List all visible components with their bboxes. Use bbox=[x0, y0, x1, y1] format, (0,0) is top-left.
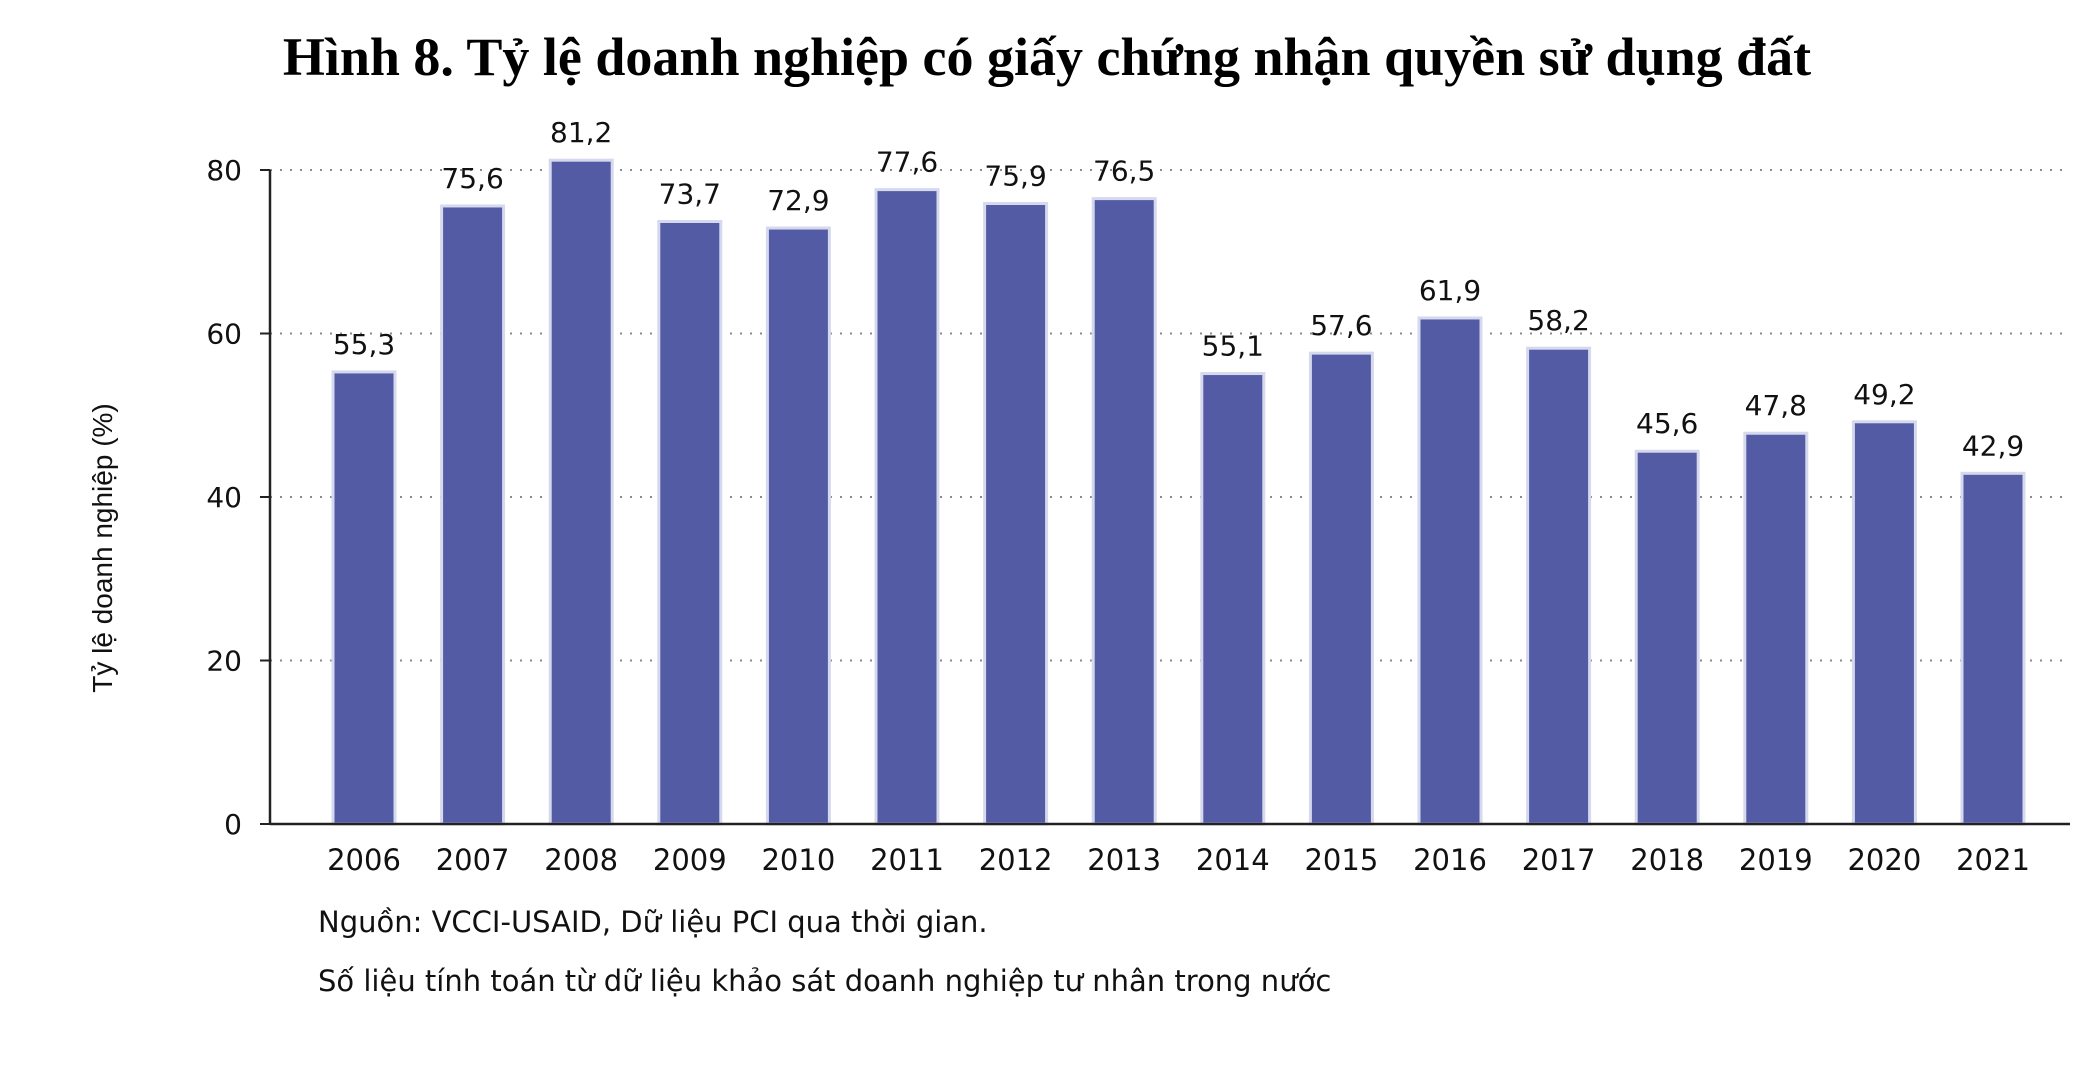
y-tick-label: 40 bbox=[206, 481, 242, 514]
x-tick-label: 2006 bbox=[327, 843, 401, 877]
x-axis: 2006 2007 2008 2009 2010 2011 2012 2013 2014 2015… bbox=[270, 822, 2070, 877]
bar-2012 bbox=[983, 202, 1049, 826]
data-labels: 55,3 75,6 81,2 73,7 72,9 77,6 75,9 76,5 55,1 57,6… bbox=[333, 116, 2024, 462]
bar-2008 bbox=[548, 158, 614, 826]
y-tick-label: 80 bbox=[206, 154, 242, 187]
x-tick-label: 2008 bbox=[544, 843, 618, 877]
data-label: 42,9 bbox=[1962, 429, 2024, 462]
x-tick-label: 2011 bbox=[870, 843, 944, 877]
data-label: 55,1 bbox=[1202, 330, 1264, 363]
y-tick-label: 0 bbox=[224, 808, 242, 841]
x-tick-label: 2010 bbox=[761, 843, 835, 877]
data-label: 75,6 bbox=[441, 162, 503, 195]
data-label: 57,6 bbox=[1310, 309, 1372, 342]
y-tick-label: 20 bbox=[206, 645, 242, 678]
bar-2020 bbox=[1851, 420, 1917, 826]
data-label: 49,2 bbox=[1853, 378, 1915, 411]
y-axis: 0 20 40 60 80 bbox=[206, 154, 272, 841]
x-tick-label: 2018 bbox=[1630, 843, 1704, 877]
x-tick-label: 2019 bbox=[1739, 843, 1813, 877]
data-label: 73,7 bbox=[659, 178, 721, 211]
bar-2014 bbox=[1200, 372, 1266, 826]
data-label: 61,9 bbox=[1419, 274, 1481, 307]
bars bbox=[331, 158, 2026, 826]
bar-2013 bbox=[1091, 197, 1157, 826]
x-tick-label: 2020 bbox=[1847, 843, 1921, 877]
y-tick-label: 60 bbox=[206, 318, 242, 351]
data-label: 45,6 bbox=[1636, 407, 1698, 440]
bar-2016 bbox=[1417, 316, 1483, 826]
bar-2021 bbox=[1960, 471, 2026, 826]
chart-title: Hình 8. Tỷ lệ doanh nghiệp có giấy chứng… bbox=[282, 27, 1812, 87]
x-tick-label: 2012 bbox=[979, 843, 1053, 877]
bar-2006 bbox=[331, 370, 397, 826]
source-note: Nguồn: VCCI-USAID, Dữ liệu PCI qua thời … bbox=[318, 905, 988, 939]
data-label: 77,6 bbox=[876, 146, 938, 179]
bar-2011 bbox=[874, 188, 940, 826]
data-label: 72,9 bbox=[767, 184, 829, 217]
bar-2015 bbox=[1308, 351, 1374, 826]
data-label: 76,5 bbox=[1093, 155, 1155, 188]
data-label: 75,9 bbox=[984, 160, 1046, 193]
bar-2007 bbox=[440, 204, 506, 826]
data-label: 47,8 bbox=[1745, 389, 1807, 422]
bar-2019 bbox=[1743, 431, 1809, 826]
x-tick-label: 2014 bbox=[1196, 843, 1270, 877]
data-label: 81,2 bbox=[550, 116, 612, 149]
data-label: 58,2 bbox=[1527, 304, 1589, 337]
method-note: Số liệu tính toán từ dữ liệu khảo sát do… bbox=[318, 964, 1332, 998]
bar-2018 bbox=[1634, 449, 1700, 826]
x-tick-label: 2007 bbox=[436, 843, 510, 877]
bar-2017 bbox=[1526, 346, 1592, 826]
x-tick-label: 2013 bbox=[1087, 843, 1161, 877]
x-tick-label: 2021 bbox=[1956, 843, 2030, 877]
bar-2010 bbox=[765, 226, 831, 826]
x-tick-label: 2016 bbox=[1413, 843, 1487, 877]
x-tick-label: 2017 bbox=[1522, 843, 1596, 877]
data-label: 55,3 bbox=[333, 328, 395, 361]
bar-2009 bbox=[657, 220, 723, 826]
y-axis-label: Tỷ lệ doanh nghiệp (%) bbox=[87, 403, 118, 693]
x-tick-label: 2015 bbox=[1304, 843, 1378, 877]
x-tick-label: 2009 bbox=[653, 843, 727, 877]
